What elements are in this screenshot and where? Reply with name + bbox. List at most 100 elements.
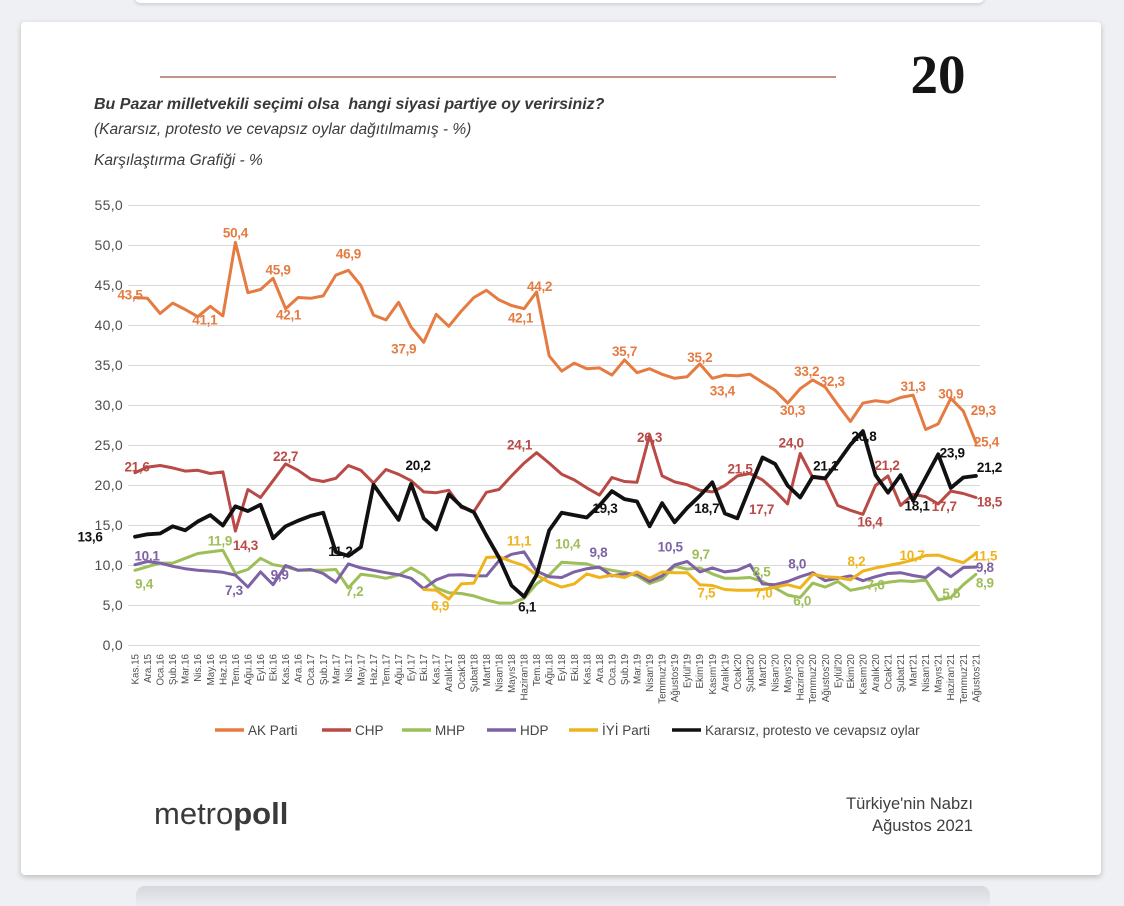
svg-text:Ağustos'21: Ağustos'21 — [971, 654, 982, 702]
svg-text:Şub.19: Şub.19 — [620, 654, 631, 685]
svg-text:18,7: 18,7 — [694, 501, 719, 516]
svg-text:Ara.16: Ara.16 — [294, 653, 305, 682]
svg-text:41,1: 41,1 — [192, 313, 218, 328]
svg-text:20,2: 20,2 — [406, 458, 431, 473]
svg-text:26,3: 26,3 — [637, 430, 663, 445]
svg-text:33,2: 33,2 — [794, 364, 819, 379]
svg-text:Şubat'20: Şubat'20 — [746, 653, 757, 692]
svg-text:Mayıs'18: Mayıs'18 — [507, 653, 518, 692]
svg-text:Ağustos'19: Ağustos'19 — [670, 654, 681, 702]
svg-text:7,5: 7,5 — [697, 586, 716, 601]
svg-text:Temmuz'21: Temmuz'21 — [959, 654, 970, 704]
svg-text:May.16: May.16 — [206, 653, 217, 685]
svg-text:6,1: 6,1 — [518, 600, 537, 615]
svg-text:17,7: 17,7 — [932, 499, 957, 514]
svg-text:Şubat'21: Şubat'21 — [896, 654, 907, 692]
svg-text:40,0: 40,0 — [95, 317, 123, 333]
svg-text:MHP: MHP — [435, 723, 465, 738]
svg-text:Kas.17: Kas.17 — [432, 654, 443, 685]
svg-text:21,1: 21,1 — [813, 459, 839, 474]
svg-text:CHP: CHP — [355, 723, 384, 738]
svg-text:11,5: 11,5 — [973, 549, 998, 564]
svg-text:35,0: 35,0 — [95, 357, 123, 373]
svg-text:Eki.16: Eki.16 — [269, 653, 280, 681]
svg-text:Ekim'20: Ekim'20 — [846, 653, 857, 688]
svg-text:Nisan'19: Nisan'19 — [645, 654, 656, 692]
svg-text:Kas.15: Kas.15 — [131, 653, 142, 684]
svg-text:10,4: 10,4 — [555, 536, 581, 551]
svg-text:18,5: 18,5 — [977, 495, 1003, 510]
svg-text:9,8: 9,8 — [589, 545, 608, 560]
svg-text:8,5: 8,5 — [753, 565, 772, 580]
svg-text:Ekim'19: Ekim'19 — [695, 654, 706, 689]
svg-text:35,7: 35,7 — [612, 344, 637, 359]
svg-text:Eyl.17: Eyl.17 — [407, 654, 418, 681]
svg-text:50,0: 50,0 — [95, 237, 123, 253]
svg-text:Ağustos'20: Ağustos'20 — [821, 653, 832, 702]
svg-text:7,3: 7,3 — [225, 583, 244, 598]
svg-text:55,0: 55,0 — [95, 197, 123, 213]
svg-text:11,2: 11,2 — [328, 544, 352, 559]
svg-text:22,7: 22,7 — [273, 449, 298, 464]
svg-text:11,9: 11,9 — [208, 533, 232, 548]
svg-text:Kasım'19: Kasım'19 — [708, 654, 719, 695]
svg-text:Kas.18: Kas.18 — [582, 653, 593, 684]
svg-text:Mar.19: Mar.19 — [633, 654, 644, 684]
svg-text:Mar.17: Mar.17 — [331, 654, 342, 684]
svg-text:10,0: 10,0 — [95, 557, 123, 573]
svg-text:Oca.19: Oca.19 — [607, 654, 618, 686]
svg-text:44,2: 44,2 — [527, 279, 552, 294]
svg-text:30,9: 30,9 — [938, 386, 963, 401]
svg-text:Mayıs'21: Mayıs'21 — [934, 654, 945, 693]
svg-text:23,9: 23,9 — [940, 445, 965, 460]
svg-text:7,0: 7,0 — [755, 586, 773, 601]
svg-text:42,1: 42,1 — [508, 311, 534, 326]
svg-text:24,1: 24,1 — [507, 438, 533, 453]
svg-text:15,0: 15,0 — [95, 517, 123, 533]
svg-text:Kararsız, protesto ve cevapsız: Kararsız, protesto ve cevapsız oylar — [705, 723, 920, 738]
svg-text:9,7: 9,7 — [692, 547, 710, 562]
svg-text:Eylül'19: Eylül'19 — [683, 654, 694, 688]
svg-text:9,4: 9,4 — [135, 576, 154, 591]
svg-text:50,4: 50,4 — [223, 225, 249, 240]
svg-text:Tem.18: Tem.18 — [532, 653, 543, 686]
svg-text:25,4: 25,4 — [974, 434, 1000, 449]
svg-text:13,6: 13,6 — [77, 530, 103, 545]
svg-text:10,1: 10,1 — [134, 549, 160, 564]
svg-text:HDP: HDP — [520, 723, 549, 738]
svg-text:Ağu.17: Ağu.17 — [394, 654, 405, 685]
svg-text:Nis.16: Nis.16 — [193, 653, 204, 681]
svg-text:Ocak'21: Ocak'21 — [884, 654, 895, 690]
svg-text:6,9: 6,9 — [431, 598, 449, 613]
svg-text:Mayıs'20: Mayıs'20 — [783, 653, 794, 692]
svg-text:Nisan'18: Nisan'18 — [495, 653, 506, 691]
svg-text:Mart'18: Mart'18 — [482, 653, 493, 686]
svg-text:9,9: 9,9 — [271, 568, 289, 583]
svg-text:30,3: 30,3 — [780, 403, 806, 418]
svg-text:Kasım'20: Kasım'20 — [858, 653, 869, 694]
svg-text:46,9: 46,9 — [336, 246, 361, 261]
svg-text:21,6: 21,6 — [124, 460, 150, 475]
svg-text:Eki.17: Eki.17 — [419, 654, 430, 681]
svg-text:Mar.16: Mar.16 — [181, 653, 192, 684]
svg-text:21,5: 21,5 — [727, 462, 753, 477]
svg-text:43,5: 43,5 — [117, 288, 143, 303]
svg-text:Oca.16: Oca.16 — [156, 653, 167, 685]
svg-text:8,0: 8,0 — [788, 557, 806, 572]
svg-text:0,0: 0,0 — [103, 637, 123, 653]
svg-text:33,4: 33,4 — [710, 383, 736, 398]
svg-text:Ara.15: Ara.15 — [143, 653, 154, 682]
svg-text:May.17: May.17 — [356, 654, 367, 685]
svg-text:35,2: 35,2 — [687, 350, 712, 365]
svg-text:5,5: 5,5 — [942, 586, 961, 601]
svg-text:30,0: 30,0 — [95, 397, 123, 413]
svg-text:31,3: 31,3 — [901, 379, 927, 394]
svg-text:Haz.17: Haz.17 — [369, 654, 380, 685]
svg-text:21,2: 21,2 — [874, 458, 899, 473]
svg-text:17,7: 17,7 — [749, 502, 774, 517]
svg-text:Ağu.16: Ağu.16 — [243, 653, 254, 685]
svg-text:24,0: 24,0 — [779, 436, 804, 451]
svg-text:10,5: 10,5 — [658, 540, 684, 555]
svg-text:26,8: 26,8 — [851, 429, 877, 444]
svg-text:Nisan'20: Nisan'20 — [771, 653, 782, 691]
